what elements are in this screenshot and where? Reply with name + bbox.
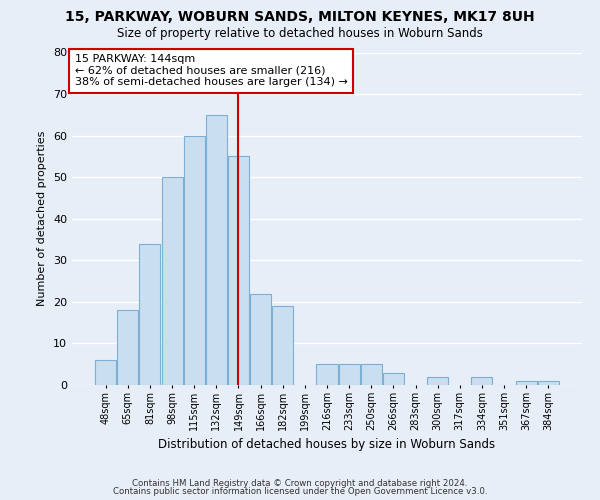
- Bar: [206, 115, 227, 385]
- Text: Size of property relative to detached houses in Woburn Sands: Size of property relative to detached ho…: [117, 28, 483, 40]
- Bar: [228, 156, 249, 385]
- Text: 15, PARKWAY, WOBURN SANDS, MILTON KEYNES, MK17 8UH: 15, PARKWAY, WOBURN SANDS, MILTON KEYNES…: [65, 10, 535, 24]
- Bar: [472, 376, 493, 385]
- Bar: [361, 364, 382, 385]
- Text: Contains HM Land Registry data © Crown copyright and database right 2024.: Contains HM Land Registry data © Crown c…: [132, 478, 468, 488]
- Bar: [118, 310, 139, 385]
- Bar: [272, 306, 293, 385]
- Bar: [184, 136, 205, 385]
- Text: 15 PARKWAY: 144sqm
← 62% of detached houses are smaller (216)
38% of semi-detach: 15 PARKWAY: 144sqm ← 62% of detached hou…: [74, 54, 347, 88]
- Bar: [427, 376, 448, 385]
- Bar: [250, 294, 271, 385]
- Bar: [316, 364, 338, 385]
- Bar: [515, 381, 536, 385]
- Bar: [139, 244, 160, 385]
- X-axis label: Distribution of detached houses by size in Woburn Sands: Distribution of detached houses by size …: [158, 438, 496, 452]
- Bar: [338, 364, 359, 385]
- Bar: [383, 372, 404, 385]
- Bar: [538, 381, 559, 385]
- Bar: [95, 360, 116, 385]
- Bar: [161, 177, 182, 385]
- Y-axis label: Number of detached properties: Number of detached properties: [37, 131, 47, 306]
- Text: Contains public sector information licensed under the Open Government Licence v3: Contains public sector information licen…: [113, 487, 487, 496]
